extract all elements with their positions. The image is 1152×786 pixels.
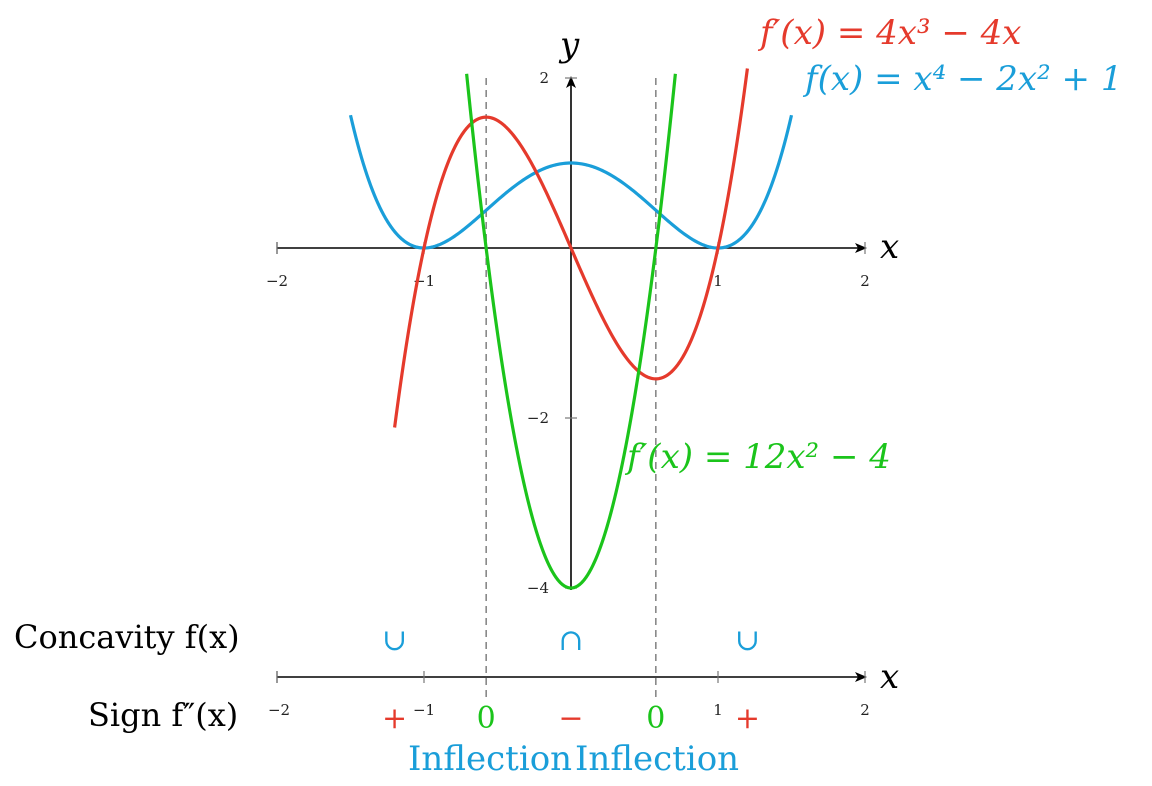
inflection-guides: [485, 78, 657, 700]
sign-tick-label: −2: [268, 701, 290, 719]
x-tick-label: −2: [266, 272, 288, 290]
sign-tick-label: 2: [860, 701, 870, 719]
f-prime-equation-label: f′(x) = 4x³ − 4x: [757, 13, 1021, 53]
sign-symbol: +: [735, 701, 760, 736]
concavity-row-label: Concavity f(x): [14, 618, 240, 656]
curves: [348, 68, 794, 590]
sign-symbol: +: [382, 701, 407, 736]
sign-chart: −2 −1 1 2 ∪ ∩ ∪ + 0 − 0 +: [268, 623, 870, 736]
concavity-symbol: ∪: [382, 623, 407, 658]
sign-axis-x-label: x: [880, 657, 899, 697]
y-tick-label: −2: [527, 409, 549, 427]
main-axes: −2 −1 1 22−2−4: [266, 69, 870, 597]
x-tick-label: 2: [860, 272, 870, 290]
y-tick-label: −4: [527, 579, 549, 597]
concavity-symbol: ∩: [558, 623, 583, 658]
y-axis-label: y: [558, 25, 580, 65]
x-axis-label: x: [880, 227, 899, 267]
f-equation-label: f(x) = x⁴ − 2x² + 1: [802, 59, 1122, 99]
inflection-label-right: Inflection: [575, 739, 739, 779]
concavity-symbol: ∪: [735, 623, 760, 658]
inflection-label-left: Inflection: [408, 739, 572, 779]
curve-f-prime: [393, 68, 749, 428]
sign-symbol: 0: [646, 701, 665, 736]
sign-tick-label: 1: [713, 701, 723, 719]
sign-tick-label: −1: [413, 701, 435, 719]
sign-symbol: 0: [477, 701, 496, 736]
y-tick-label: 2: [539, 69, 549, 87]
x-tick-label: 1: [713, 272, 723, 290]
curve-f-double-prime: [465, 73, 677, 590]
sign-row-label: Sign f″(x): [88, 696, 238, 734]
f-double-prime-equation-label: f′(x) = 12x² − 4: [624, 437, 891, 477]
sign-symbol: −: [558, 701, 583, 736]
